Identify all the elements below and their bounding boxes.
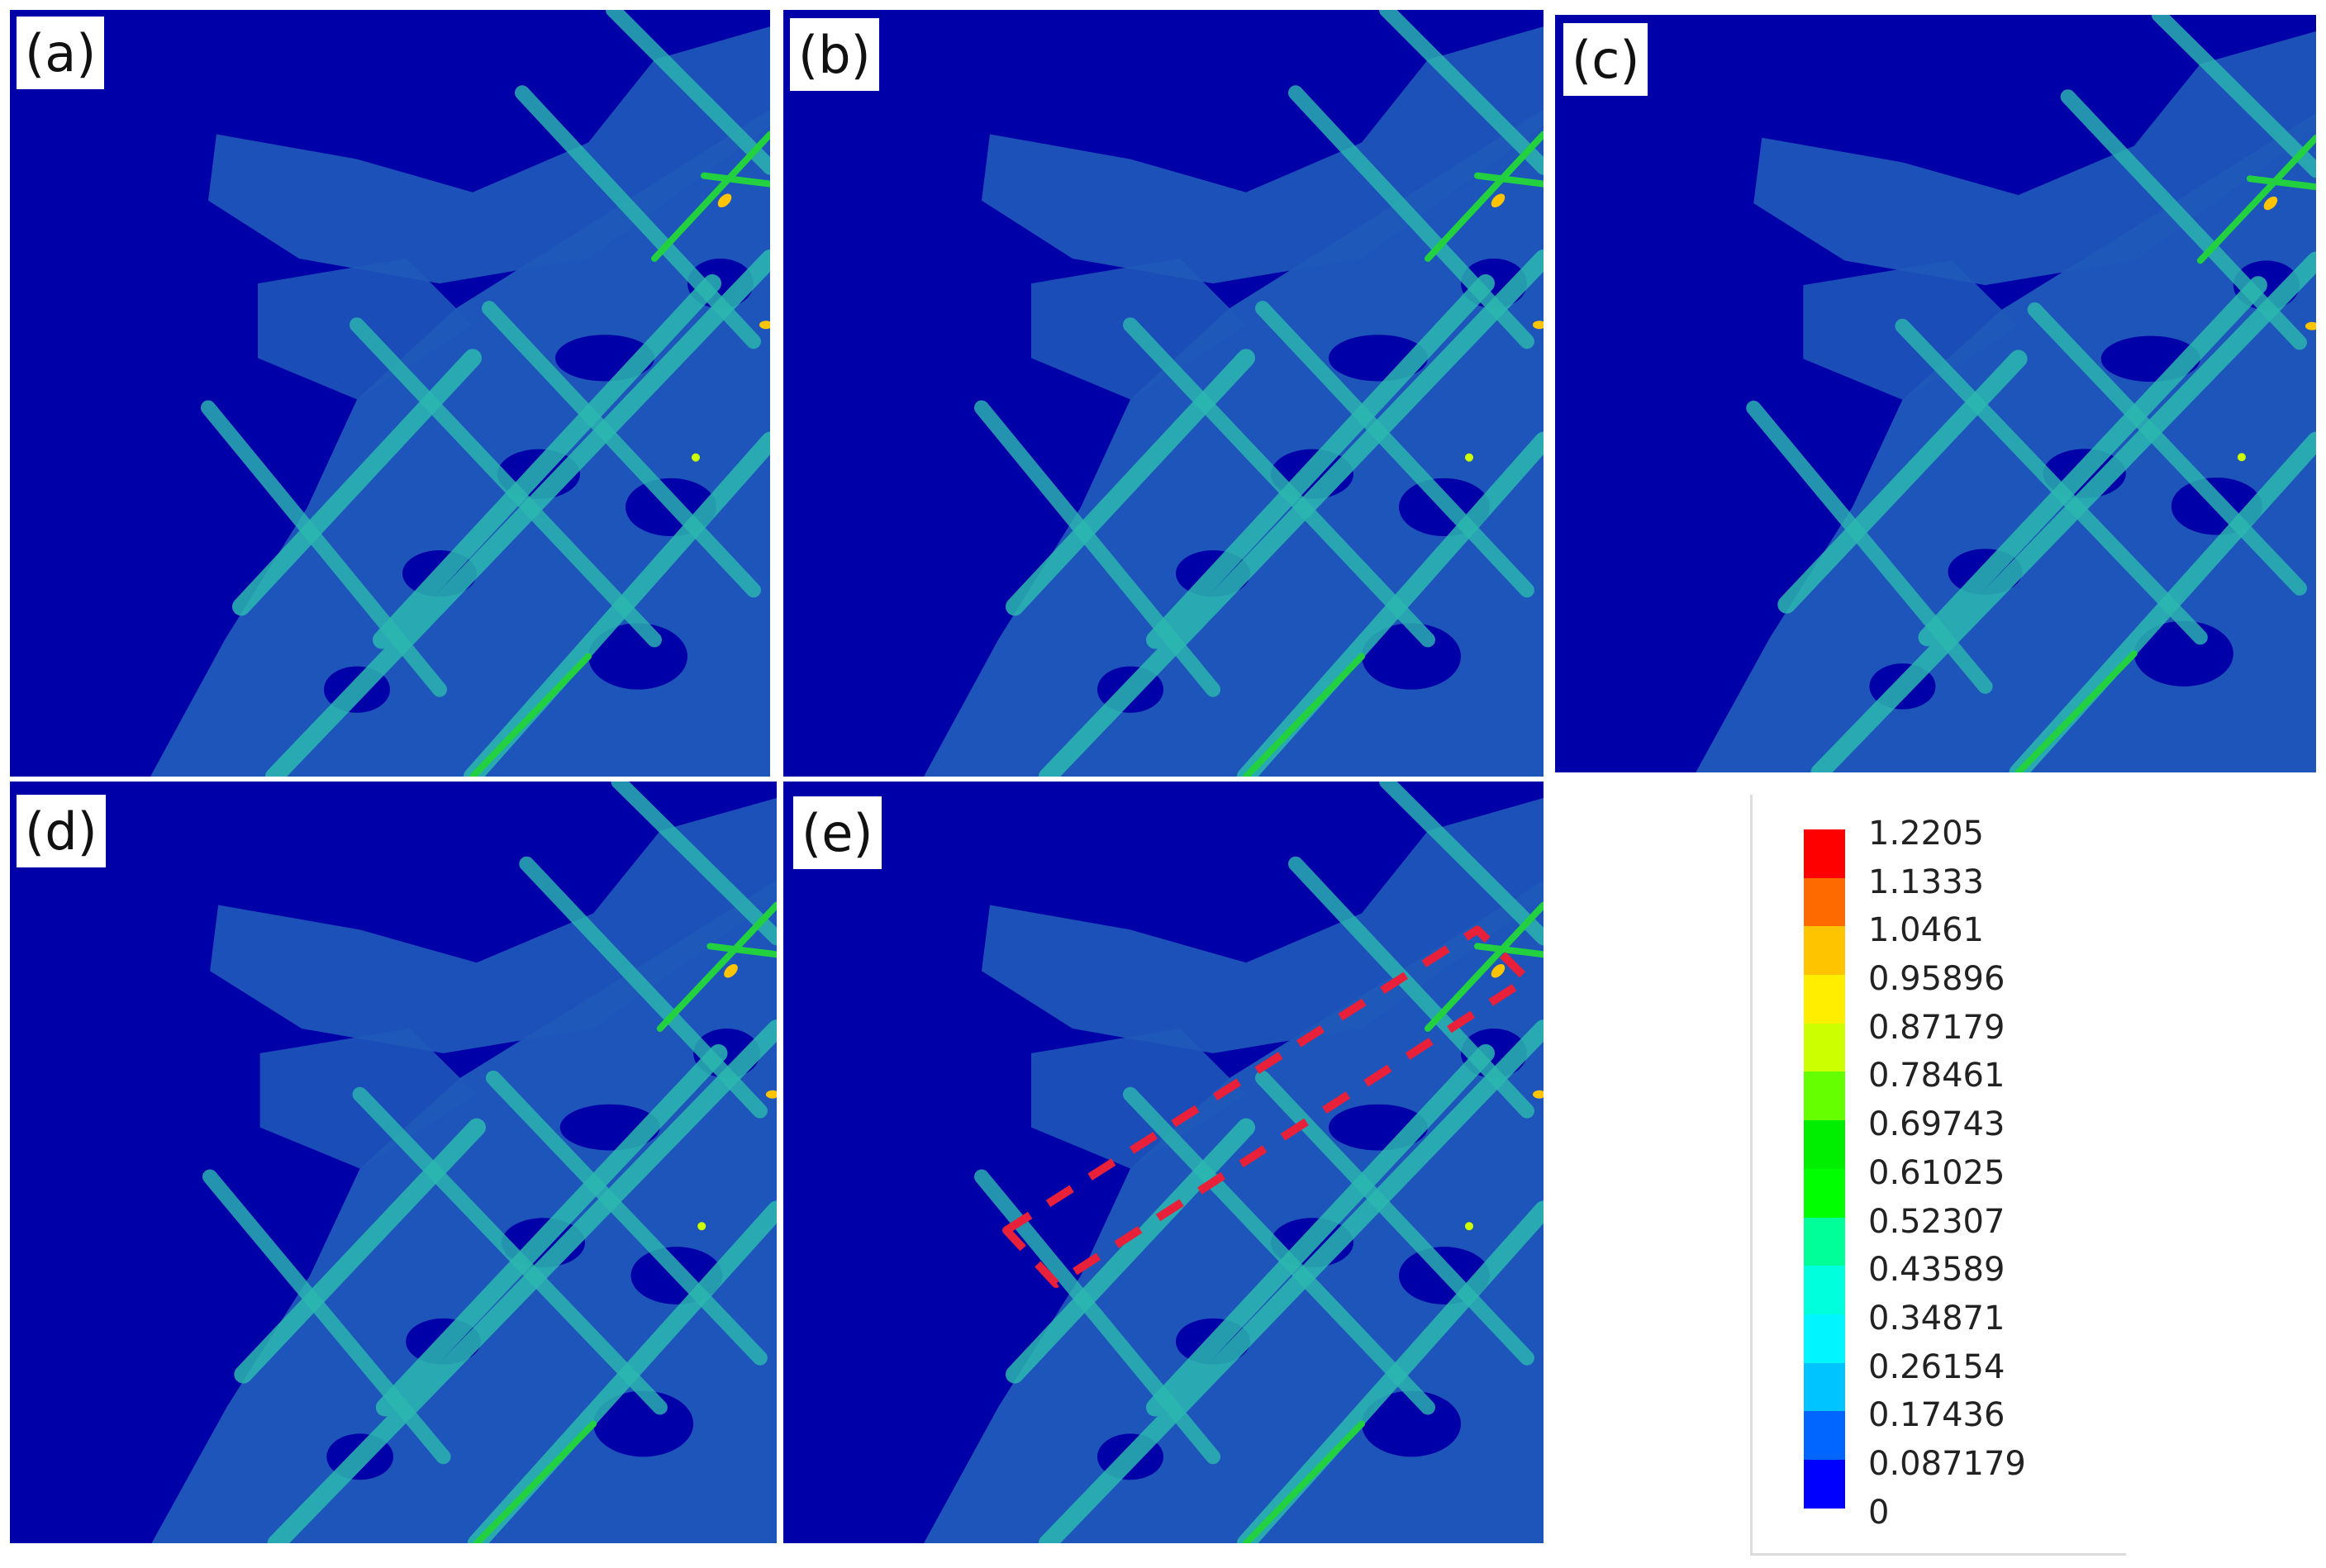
legend-tick: 1.2205 [1868,815,1984,853]
highlight-region [1002,925,1531,1289]
legend-tick: 1.1333 [1868,862,1984,901]
contour-plot-c [1555,15,2316,772]
legend-tick: 0.87179 [1868,1008,2005,1047]
panel-d: (d) [10,782,777,1543]
legend-tick: 0.17436 [1868,1396,2005,1435]
color-bar-segment [1804,829,1845,878]
panel-label-a: (a) [17,17,105,89]
color-bar [1804,829,1845,1509]
legend-tick: 0.69743 [1868,1105,2005,1144]
legend-tick: 0.26154 [1868,1347,2005,1386]
contour-plot-a [10,10,770,777]
legend-ticks: 1.2205 1.1333 1.0461 0.95896 0.87179 0.7… [1868,810,2026,1537]
panel-b: (b) [783,10,1544,777]
contour-plot-b [783,10,1544,777]
contour-plot-d [10,782,777,1543]
panel-a: (a) [10,10,770,777]
color-bar-segment [1804,1071,1845,1121]
color-bar-segment [1804,1266,1845,1314]
color-bar-segment [1804,926,1845,976]
color-bar-segment [1804,1314,1845,1363]
legend-tick: 0.34871 [1868,1299,2005,1338]
color-bar-segment [1804,877,1845,927]
panel-c: (c) [1555,15,2316,772]
contour-plot-e [783,782,1544,1543]
legend-tick: 0.78461 [1868,1057,2005,1095]
color-bar-segment [1804,975,1845,1024]
color-bar-segment [1804,1023,1845,1072]
legend-tick: 0.087179 [1868,1444,2026,1483]
panel-e: (e) [783,782,1544,1543]
color-bar-segment [1804,1120,1845,1169]
panel-label-c: (c) [1563,23,1648,96]
color-bar-segment [1804,1362,1845,1412]
color-bar-segment [1804,1459,1845,1509]
legend-tick: 0.95896 [1868,960,2005,999]
panel-label-b: (b) [790,18,879,91]
legend-tick: 1.0461 [1868,911,1984,950]
panel-label-d: (d) [17,795,106,867]
color-bar-segment [1804,1168,1845,1218]
legend-tick: 0.61025 [1868,1153,2005,1192]
legend-tick: 0 [1868,1493,1890,1532]
color-bar-segment [1804,1217,1845,1266]
color-bar-segment [1804,1411,1845,1460]
legend-tick: 0.52307 [1868,1202,2005,1241]
legend-tick: 0.43589 [1868,1251,2005,1290]
color-legend: 1.2205 1.1333 1.0461 0.95896 0.87179 0.7… [1750,795,2126,1556]
panel-label-e: (e) [793,796,882,869]
